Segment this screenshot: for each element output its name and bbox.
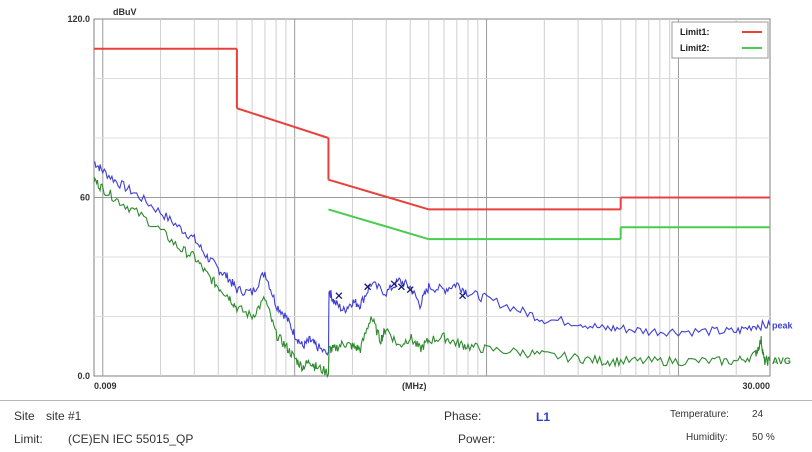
series-avg-line <box>93 176 771 379</box>
peak-markers <box>335 280 467 300</box>
limit-value: (CE)EN IEC 55015_QP <box>68 432 194 446</box>
peak-marker <box>397 283 405 291</box>
measurement-series <box>93 161 771 379</box>
limit-label: Limit: <box>14 432 43 446</box>
temperature-label: Temperature: <box>670 409 729 420</box>
limit1-segment <box>328 178 430 211</box>
series-end-labels: peak AVG <box>772 320 794 366</box>
y-axis-unit-label: dBuV <box>113 7 137 17</box>
y-tick-label: 120.0 <box>67 14 90 24</box>
legend-limit2-label: Limit2: <box>680 43 710 53</box>
grid <box>94 19 770 376</box>
humidity-value: 50 % <box>752 432 775 443</box>
measurement-info-footer: Site site #1 Limit: (CE)EN IEC 55015_QP … <box>0 400 812 452</box>
y-tick-label: 0.0 <box>77 371 90 381</box>
limit2-segment <box>328 208 430 241</box>
peak-marker <box>335 292 343 300</box>
series-label-avg: AVG <box>772 356 791 366</box>
temperature-value: 24 <box>752 409 764 420</box>
emission-chart: dBuV (MHz) 120.0 60 0.0 0.009 30.000 peak AV… <box>67 7 794 391</box>
legend-limit1-label: Limit1: <box>680 27 710 37</box>
power-label: Power: <box>458 432 496 446</box>
peak-marker <box>390 280 398 288</box>
phase-label: Phase: <box>444 409 482 423</box>
legend: Limit1: Limit2: <box>671 21 769 59</box>
series-label-peak: peak <box>772 320 794 330</box>
series-peak-line <box>93 161 771 356</box>
y-tick-label: 60 <box>80 193 90 203</box>
site-label: Site <box>14 409 35 423</box>
legend-box <box>671 21 769 59</box>
x-tick-labels: 0.009 30.000 <box>94 381 770 391</box>
x-axis-unit-label: (MHz) <box>402 381 427 391</box>
site-value: site #1 <box>46 409 82 423</box>
peak-marker <box>406 286 414 294</box>
x-tick-label: 0.009 <box>94 381 117 391</box>
limit-lines <box>94 47 770 241</box>
limit1-segment <box>236 107 329 139</box>
y-tick-labels: 120.0 60 0.0 <box>67 14 90 381</box>
x-tick-label: 30.000 <box>742 381 770 391</box>
peak-marker <box>364 283 372 291</box>
peak-marker <box>459 292 467 300</box>
phase-value: L1 <box>536 410 551 424</box>
humidity-label: Humidity: <box>686 432 728 443</box>
